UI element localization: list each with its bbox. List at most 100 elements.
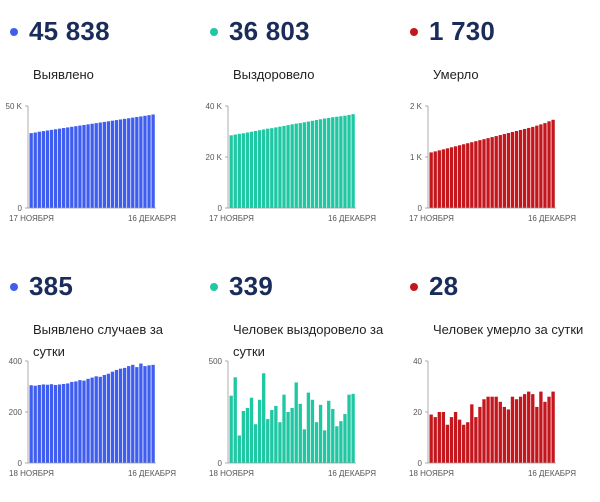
bar: [522, 128, 527, 208]
panel-deaths-daily: 28 Человек умерло за сутки 0 20 40 18 НОЯБРЯ 1…: [400, 255, 590, 500]
panel-label: Выявлено: [33, 67, 94, 82]
bar: [310, 399, 315, 463]
y-tick-label: 40: [413, 357, 422, 366]
y-tick-label: 400: [9, 357, 23, 366]
bar: [135, 367, 139, 463]
bar: [547, 121, 551, 208]
bar: [474, 417, 478, 463]
bar: [110, 371, 115, 463]
bar: [274, 127, 278, 208]
bar: [449, 417, 454, 463]
bar: [122, 367, 127, 463]
bar: [433, 151, 437, 208]
y-tick-label: 0: [18, 459, 23, 468]
bar: [539, 124, 543, 208]
bar: [114, 120, 119, 208]
x-end-label: 16 ДЕКАБРЯ: [528, 214, 576, 223]
bar: [486, 138, 490, 208]
bar: [290, 407, 294, 463]
headline-value: 385: [29, 271, 73, 301]
bar: [474, 141, 478, 208]
y-tick-label: 500: [209, 357, 223, 366]
bar: [510, 132, 515, 208]
bar: [98, 122, 102, 208]
bar: [49, 384, 54, 463]
bar: [482, 399, 486, 463]
panel-deaths-total: 1 730 Умерло 0 1 K 2 K 17 НОЯБРЯ 16 ДЕКАБРЯ: [400, 0, 590, 245]
bar: [322, 430, 327, 463]
bar: [535, 125, 539, 208]
bar: [98, 376, 102, 463]
bar: [331, 117, 335, 208]
bar: [86, 124, 90, 208]
bar: [78, 380, 82, 464]
bar: [262, 129, 266, 208]
bar: [74, 126, 78, 208]
bar: [29, 385, 33, 463]
bar: [102, 375, 106, 463]
bar: [151, 114, 155, 208]
bar: [433, 417, 437, 463]
bar: [37, 384, 41, 463]
bar: [543, 401, 547, 463]
bar: [335, 426, 339, 463]
bar: [441, 149, 446, 208]
bar: [466, 143, 470, 208]
bar: [249, 131, 254, 208]
bar-chart: 0 20 40 18 НОЯБРЯ 16 ДЕКАБРЯ: [409, 357, 576, 478]
bar-chart: 0 500 18 НОЯБРЯ 16 ДЕКАБРЯ: [209, 357, 377, 478]
x-start-label: 17 НОЯБРЯ: [209, 214, 254, 223]
bar: [286, 125, 290, 209]
headline-value: 1 730: [429, 16, 496, 46]
legend-dot-icon: [410, 282, 418, 291]
bar: [351, 393, 355, 463]
bar: [343, 115, 347, 208]
bar: [347, 114, 351, 208]
y-tick-label: 0: [418, 459, 423, 468]
bar: [53, 129, 58, 208]
x-end-label: 16 ДЕКАБРЯ: [328, 214, 376, 223]
bar: [122, 118, 127, 208]
bar: [249, 397, 254, 463]
bar: [462, 144, 466, 208]
legend-dot-icon: [10, 27, 18, 36]
headline-value: 36 803: [229, 16, 310, 46]
headline: 1 730: [410, 16, 495, 47]
bar: [470, 404, 474, 463]
bar: [441, 412, 446, 463]
x-end-label: 16 ДЕКАБРЯ: [328, 469, 376, 478]
bar: [302, 429, 306, 463]
panel-recovered-total: 36 803 Выздоровело 0 20 K 40 K 17 НОЯБРЯ 16 ДЕ…: [200, 0, 390, 245]
bar: [429, 152, 433, 208]
bar: [306, 121, 311, 208]
bar: [118, 119, 123, 208]
bar: [282, 125, 286, 208]
bar: [237, 435, 241, 463]
bar: [114, 369, 119, 463]
x-start-label: 17 НОЯБРЯ: [9, 214, 54, 223]
y-tick-label: 0: [218, 204, 223, 213]
bar: [233, 134, 237, 208]
bar: [278, 422, 282, 463]
bar: [498, 401, 502, 463]
bar: [41, 384, 46, 463]
bar: [551, 119, 555, 208]
bar: [110, 120, 115, 208]
bar: [527, 391, 531, 463]
bar: [147, 115, 151, 208]
bar: [437, 412, 441, 463]
bar: [45, 130, 50, 208]
bar: [94, 376, 98, 463]
bar: [253, 424, 258, 463]
bar: [62, 383, 66, 463]
bar: [57, 384, 62, 463]
bar: [351, 114, 355, 208]
legend-dot-icon: [10, 282, 18, 291]
bar: [233, 377, 237, 463]
bar: [90, 123, 94, 208]
bar: [53, 384, 58, 463]
bar: [41, 131, 46, 208]
headline-value: 339: [229, 271, 273, 301]
bar: [339, 421, 343, 463]
bar: [66, 383, 70, 463]
